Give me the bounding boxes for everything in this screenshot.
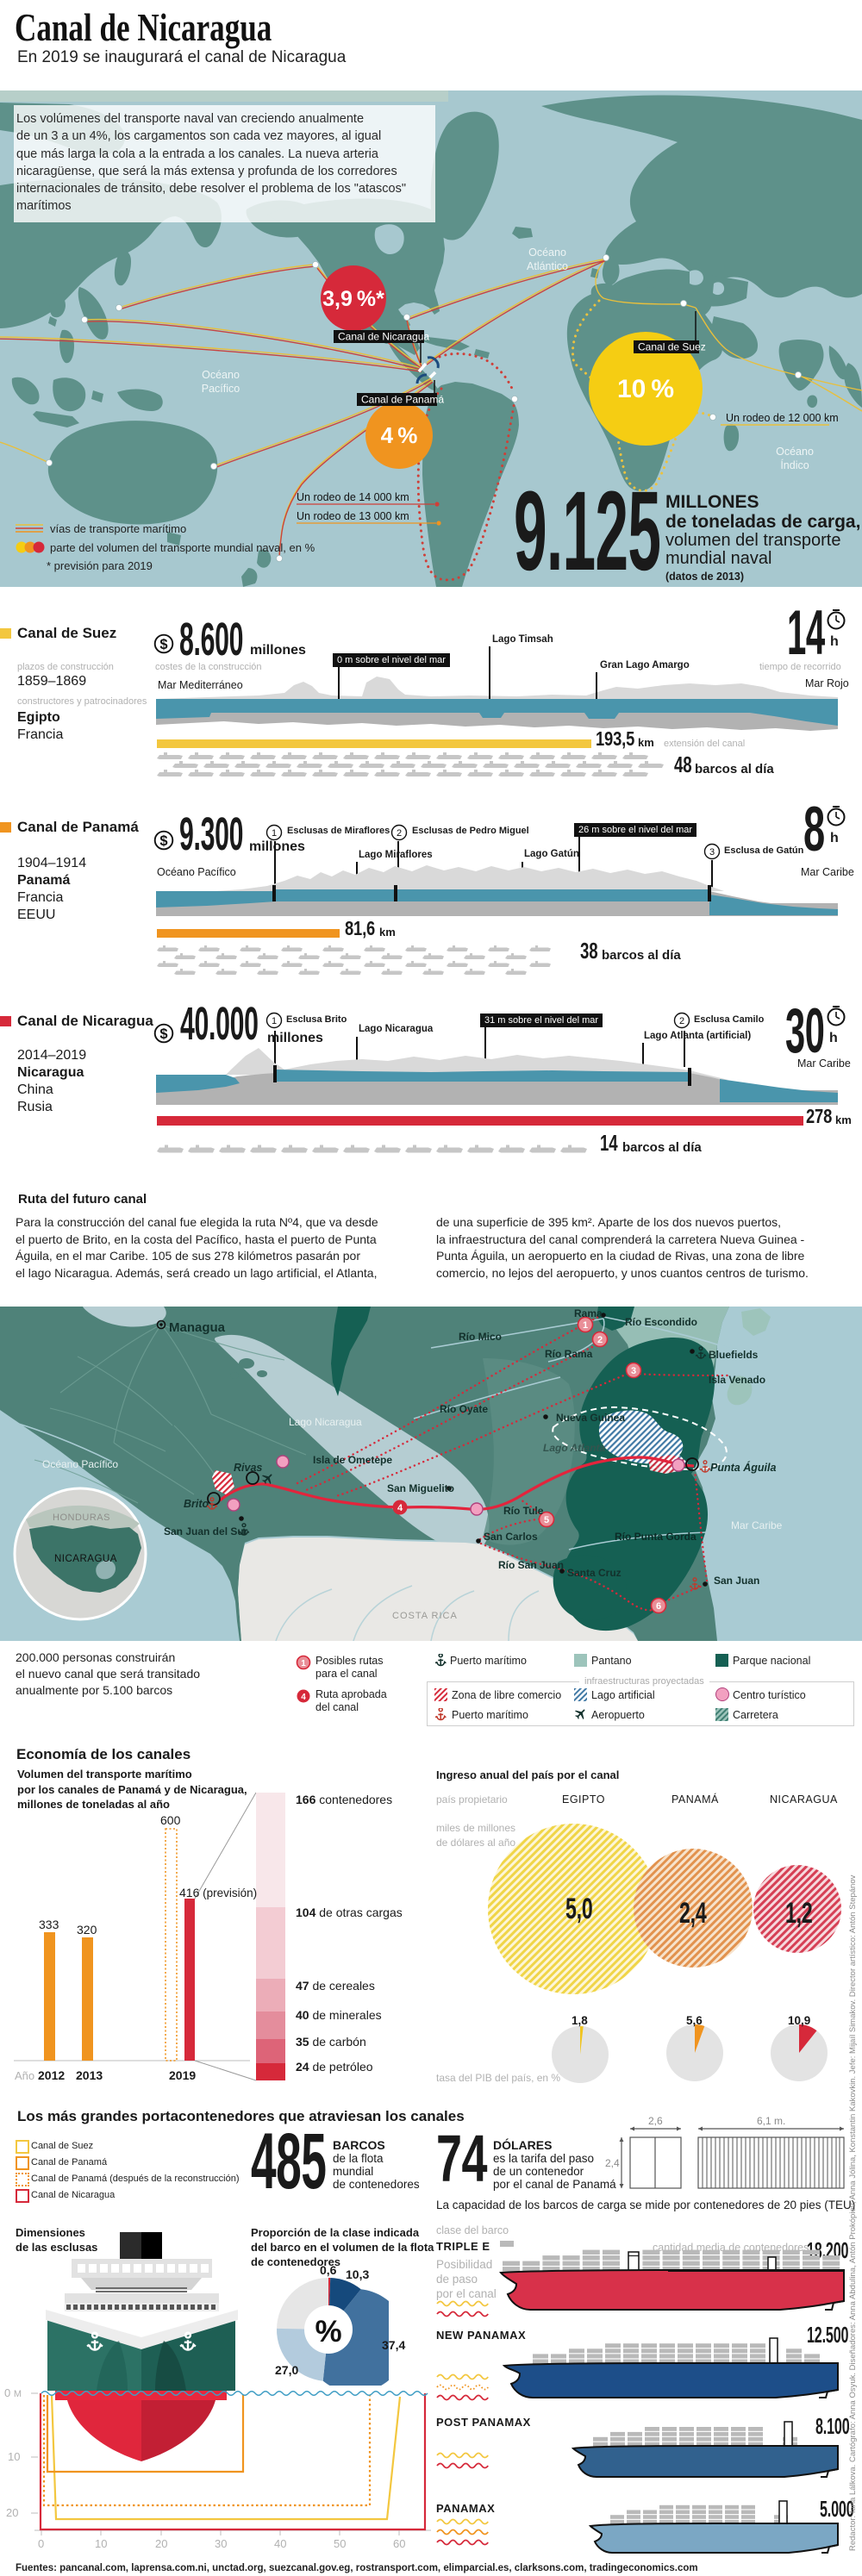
svg-text:Un rodeo de 14 000 km: Un rodeo de 14 000 km bbox=[297, 491, 409, 503]
svg-text:Río San Juan: Río San Juan bbox=[498, 1559, 564, 1571]
svg-text:60: 60 bbox=[393, 2537, 405, 2550]
svg-text:5: 5 bbox=[544, 1515, 549, 1525]
svg-text:2: 2 bbox=[679, 1016, 684, 1026]
svg-text:50: 50 bbox=[334, 2537, 346, 2550]
svg-text:Brito: Brito bbox=[184, 1498, 209, 1510]
svg-text:HONDURAS: HONDURAS bbox=[53, 1513, 110, 1523]
svg-text:Lago Atlanta: Lago Atlanta bbox=[543, 1442, 606, 1454]
svg-text:Índico: Índico bbox=[780, 458, 809, 471]
svg-text:Punta Águila: Punta Águila bbox=[710, 1461, 776, 1474]
svg-text:Río Mico: Río Mico bbox=[459, 1331, 502, 1343]
svg-text:parte del volumen del transpor: parte del volumen del transporte mundial… bbox=[50, 541, 315, 554]
svg-text:2: 2 bbox=[397, 828, 402, 839]
svg-text:San Carlos: San Carlos bbox=[484, 1531, 538, 1543]
svg-text:Lago Nicaragua: Lago Nicaragua bbox=[289, 1416, 362, 1428]
svg-text:Atlántico: Atlántico bbox=[527, 260, 568, 272]
svg-text:Río Tule: Río Tule bbox=[503, 1505, 544, 1517]
svg-text:San Juan del Sur: San Juan del Sur bbox=[164, 1525, 248, 1537]
svg-text:3: 3 bbox=[709, 847, 715, 858]
svg-text:Managua: Managua bbox=[169, 1320, 226, 1335]
svg-text:$: $ bbox=[159, 833, 167, 849]
svg-text:San Juan: San Juan bbox=[714, 1575, 759, 1587]
svg-text:Río Punta Gorda: Río Punta Gorda bbox=[615, 1531, 696, 1543]
svg-text:1: 1 bbox=[301, 1659, 306, 1668]
svg-text:2,4: 2,4 bbox=[605, 2157, 620, 2169]
svg-text:Un rodeo de 13 000 km: Un rodeo de 13 000 km bbox=[297, 510, 409, 522]
svg-text:Isla de Ometepe: Isla de Ometepe bbox=[313, 1454, 392, 1466]
svg-text:COSTA RICA: COSTA RICA bbox=[392, 1611, 458, 1621]
svg-text:6: 6 bbox=[656, 1601, 661, 1612]
svg-text:Rivas: Rivas bbox=[234, 1462, 262, 1474]
svg-text:Canal de Panamá: Canal de Panamá bbox=[361, 394, 444, 406]
svg-text:* previsión para 2019: * previsión para 2019 bbox=[47, 559, 153, 572]
svg-text:2,6: 2,6 bbox=[648, 2116, 663, 2127]
svg-text:Rama: Rama bbox=[574, 1307, 603, 1319]
svg-text:10: 10 bbox=[8, 2450, 20, 2463]
svg-text:1: 1 bbox=[272, 1016, 277, 1026]
svg-text:%: % bbox=[315, 2315, 341, 2348]
svg-text:Un rodeo de 12 000 km: Un rodeo de 12 000 km bbox=[726, 412, 839, 424]
svg-text:1: 1 bbox=[583, 1320, 588, 1331]
svg-text:Isla Venado: Isla Venado bbox=[709, 1374, 765, 1386]
svg-text:2: 2 bbox=[597, 1335, 603, 1345]
svg-text:3,9 %*: 3,9 %* bbox=[322, 287, 384, 311]
svg-text:Océano: Océano bbox=[202, 369, 240, 381]
svg-text:4: 4 bbox=[397, 1503, 403, 1513]
svg-text:20: 20 bbox=[155, 2537, 167, 2550]
svg-text:4: 4 bbox=[301, 1693, 306, 1702]
svg-text:NICARAGUA: NICARAGUA bbox=[54, 1554, 117, 1564]
svg-text:San Miguelito: San Miguelito bbox=[387, 1482, 454, 1494]
svg-text:Río Rama: Río Rama bbox=[545, 1348, 593, 1360]
svg-text:1: 1 bbox=[272, 828, 277, 839]
svg-text:Río Escondido: Río Escondido bbox=[625, 1316, 697, 1328]
svg-text:Océano: Océano bbox=[528, 246, 566, 259]
svg-text:Mar Caribe: Mar Caribe bbox=[731, 1519, 783, 1531]
svg-text:10 %: 10 % bbox=[617, 375, 674, 403]
svg-text:10: 10 bbox=[95, 2537, 107, 2550]
svg-text:Canal de Suez: Canal de Suez bbox=[638, 341, 706, 353]
svg-text:Nueva Guinea: Nueva Guinea bbox=[556, 1412, 625, 1424]
svg-text:Océano: Océano bbox=[776, 446, 814, 458]
svg-text:$: $ bbox=[159, 637, 167, 652]
svg-text:Río Oyate: Río Oyate bbox=[440, 1403, 488, 1415]
svg-text:40: 40 bbox=[274, 2537, 286, 2550]
svg-text:3: 3 bbox=[631, 1366, 636, 1376]
svg-text:Santa Cruz: Santa Cruz bbox=[567, 1567, 622, 1579]
svg-text:0: 0 bbox=[38, 2537, 44, 2550]
svg-text:30: 30 bbox=[215, 2537, 227, 2550]
svg-text:Océano Pacífico: Océano Pacífico bbox=[42, 1458, 118, 1470]
svg-text:0 M: 0 M bbox=[4, 2386, 22, 2399]
svg-text:Pacífico: Pacífico bbox=[202, 383, 240, 395]
svg-text:vías de transporte marítimo: vías de transporte marítimo bbox=[50, 522, 186, 535]
svg-text:Canal de Nicaragua: Canal de Nicaragua bbox=[338, 331, 429, 343]
svg-text:4 %: 4 % bbox=[381, 422, 418, 448]
svg-text:$: $ bbox=[159, 1026, 167, 1042]
svg-text:6,1 m.: 6,1 m. bbox=[757, 2116, 785, 2127]
svg-text:20: 20 bbox=[6, 2506, 18, 2519]
svg-text:Bluefields: Bluefields bbox=[709, 1349, 759, 1361]
